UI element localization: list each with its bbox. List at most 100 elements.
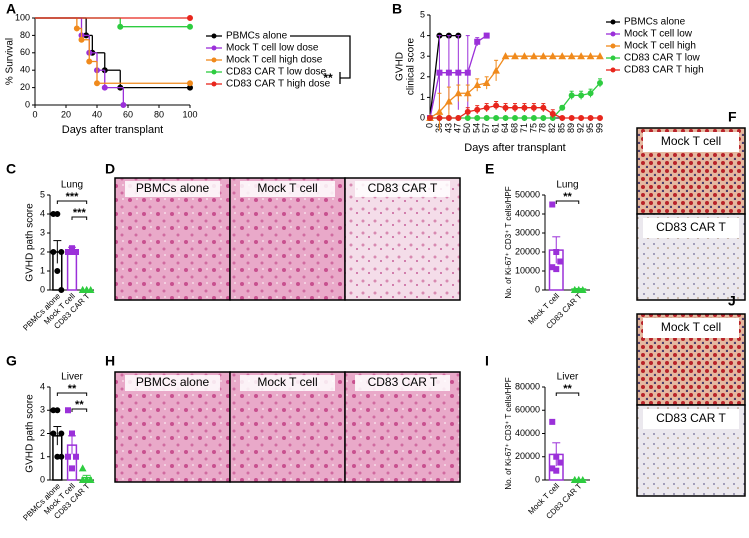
y-tick-label: 3 [40, 227, 45, 237]
marker [574, 475, 583, 483]
marker [553, 453, 560, 460]
y-tick-label: 2 [40, 428, 45, 438]
y-axis-label: % Survival [5, 38, 16, 85]
legend-marker [211, 57, 217, 63]
significance: ** [563, 383, 572, 395]
y-tick-label: 40000 [515, 428, 540, 438]
marker [73, 249, 79, 255]
marker [521, 104, 528, 111]
x-tick-label: 54 [472, 123, 482, 133]
legend-label: PBMCs alone [624, 17, 686, 28]
marker [553, 266, 560, 273]
marker [530, 115, 537, 121]
legend-marker [610, 43, 616, 49]
legend-label: Mock T cell high dose [226, 55, 323, 66]
y-tick-label: 0 [535, 474, 540, 484]
marker [65, 407, 71, 414]
x-tick-label: 75 [528, 123, 538, 133]
marker [577, 52, 585, 60]
panel-letter: B [392, 1, 402, 17]
micrograph [344, 177, 461, 301]
y-axis-label: No. of Ki-67⁺ CD3⁺ T cells/HPF [504, 377, 513, 489]
marker [50, 430, 57, 437]
marker [473, 80, 482, 89]
x-tick-label: 99 [594, 123, 604, 133]
significance: ** [68, 383, 77, 395]
marker [120, 102, 127, 108]
marker [427, 115, 433, 121]
legend-marker [610, 67, 616, 73]
marker [445, 115, 452, 121]
marker [483, 32, 490, 39]
x-axis-label: Days after transplant [464, 142, 566, 154]
marker [86, 475, 95, 483]
significance: *** [73, 207, 87, 219]
marker [65, 453, 71, 460]
marker [436, 69, 443, 76]
x-tick-label: 40 [92, 109, 102, 119]
marker [474, 38, 481, 45]
y-tick-label: 50000 [515, 189, 540, 199]
marker [520, 52, 529, 60]
y-tick-label: 60000 [515, 405, 540, 415]
marker [82, 285, 91, 293]
marker [568, 92, 575, 99]
significance: ** [563, 191, 572, 203]
marker [455, 115, 462, 121]
x-tick-label: 0 [32, 109, 37, 119]
marker [548, 52, 557, 60]
panel-letter: J [728, 293, 736, 309]
significance-bracket [555, 392, 580, 396]
legend-label: PBMCs alone [226, 31, 288, 42]
marker [94, 80, 100, 87]
marker [187, 80, 193, 87]
y-tick-label: 0 [25, 99, 30, 109]
marker [54, 268, 61, 274]
panel-letter: E [485, 161, 494, 177]
marker [58, 287, 65, 293]
x-tick-label: 50 [462, 123, 472, 133]
image-label: PBMCs alone [136, 181, 210, 195]
marker [574, 285, 583, 293]
marker [483, 115, 490, 121]
image-label: Mock T cell [257, 375, 317, 389]
marker [501, 52, 510, 60]
image-label: Mock T cell [661, 320, 721, 334]
significance-bracket [555, 200, 580, 204]
marker [187, 15, 193, 21]
y-tick-label: 4 [420, 30, 425, 40]
marker [86, 58, 93, 65]
significance: ** [323, 71, 333, 85]
label-box [643, 132, 739, 152]
label-box [643, 218, 739, 238]
legend-marker [211, 33, 217, 39]
bar [66, 249, 78, 291]
x-tick-label: 61 [490, 123, 500, 133]
marker [54, 211, 61, 217]
significance-bracket [290, 35, 351, 84]
marker [596, 52, 604, 60]
marker [445, 69, 452, 76]
marker [445, 97, 453, 105]
marker [559, 115, 566, 121]
micrograph [229, 177, 346, 301]
y-tick-label: 40 [20, 65, 30, 75]
marker [502, 115, 509, 121]
panel-letter: G [6, 353, 17, 369]
marker [578, 92, 585, 99]
marker [464, 115, 471, 121]
x-tick-label: 64 [500, 123, 510, 133]
panel-letter: H [105, 353, 115, 369]
significance-bracket [71, 216, 88, 220]
chart-title: Liver [61, 372, 83, 383]
y-tick-label: 2 [420, 71, 425, 81]
y-tick-label: 100 [15, 12, 30, 22]
marker [530, 104, 537, 111]
chart-title: Lung [556, 180, 578, 191]
legend-label: Mock T cell high [624, 41, 696, 52]
marker [187, 23, 193, 30]
marker [559, 104, 566, 111]
marker [549, 418, 556, 425]
marker [521, 115, 528, 121]
significance: *** [66, 191, 80, 203]
